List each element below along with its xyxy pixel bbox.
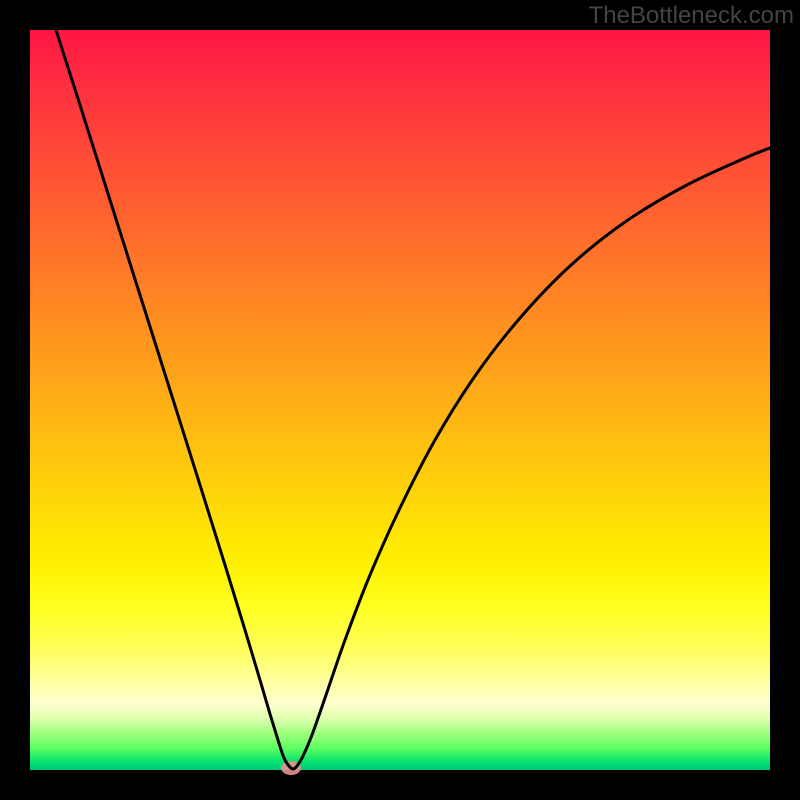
plot-background-gradient	[30, 30, 770, 770]
chart-container: { "chart": { "type": "line", "canvas_siz…	[0, 0, 800, 800]
watermark-text: TheBottleneck.com	[589, 2, 794, 30]
